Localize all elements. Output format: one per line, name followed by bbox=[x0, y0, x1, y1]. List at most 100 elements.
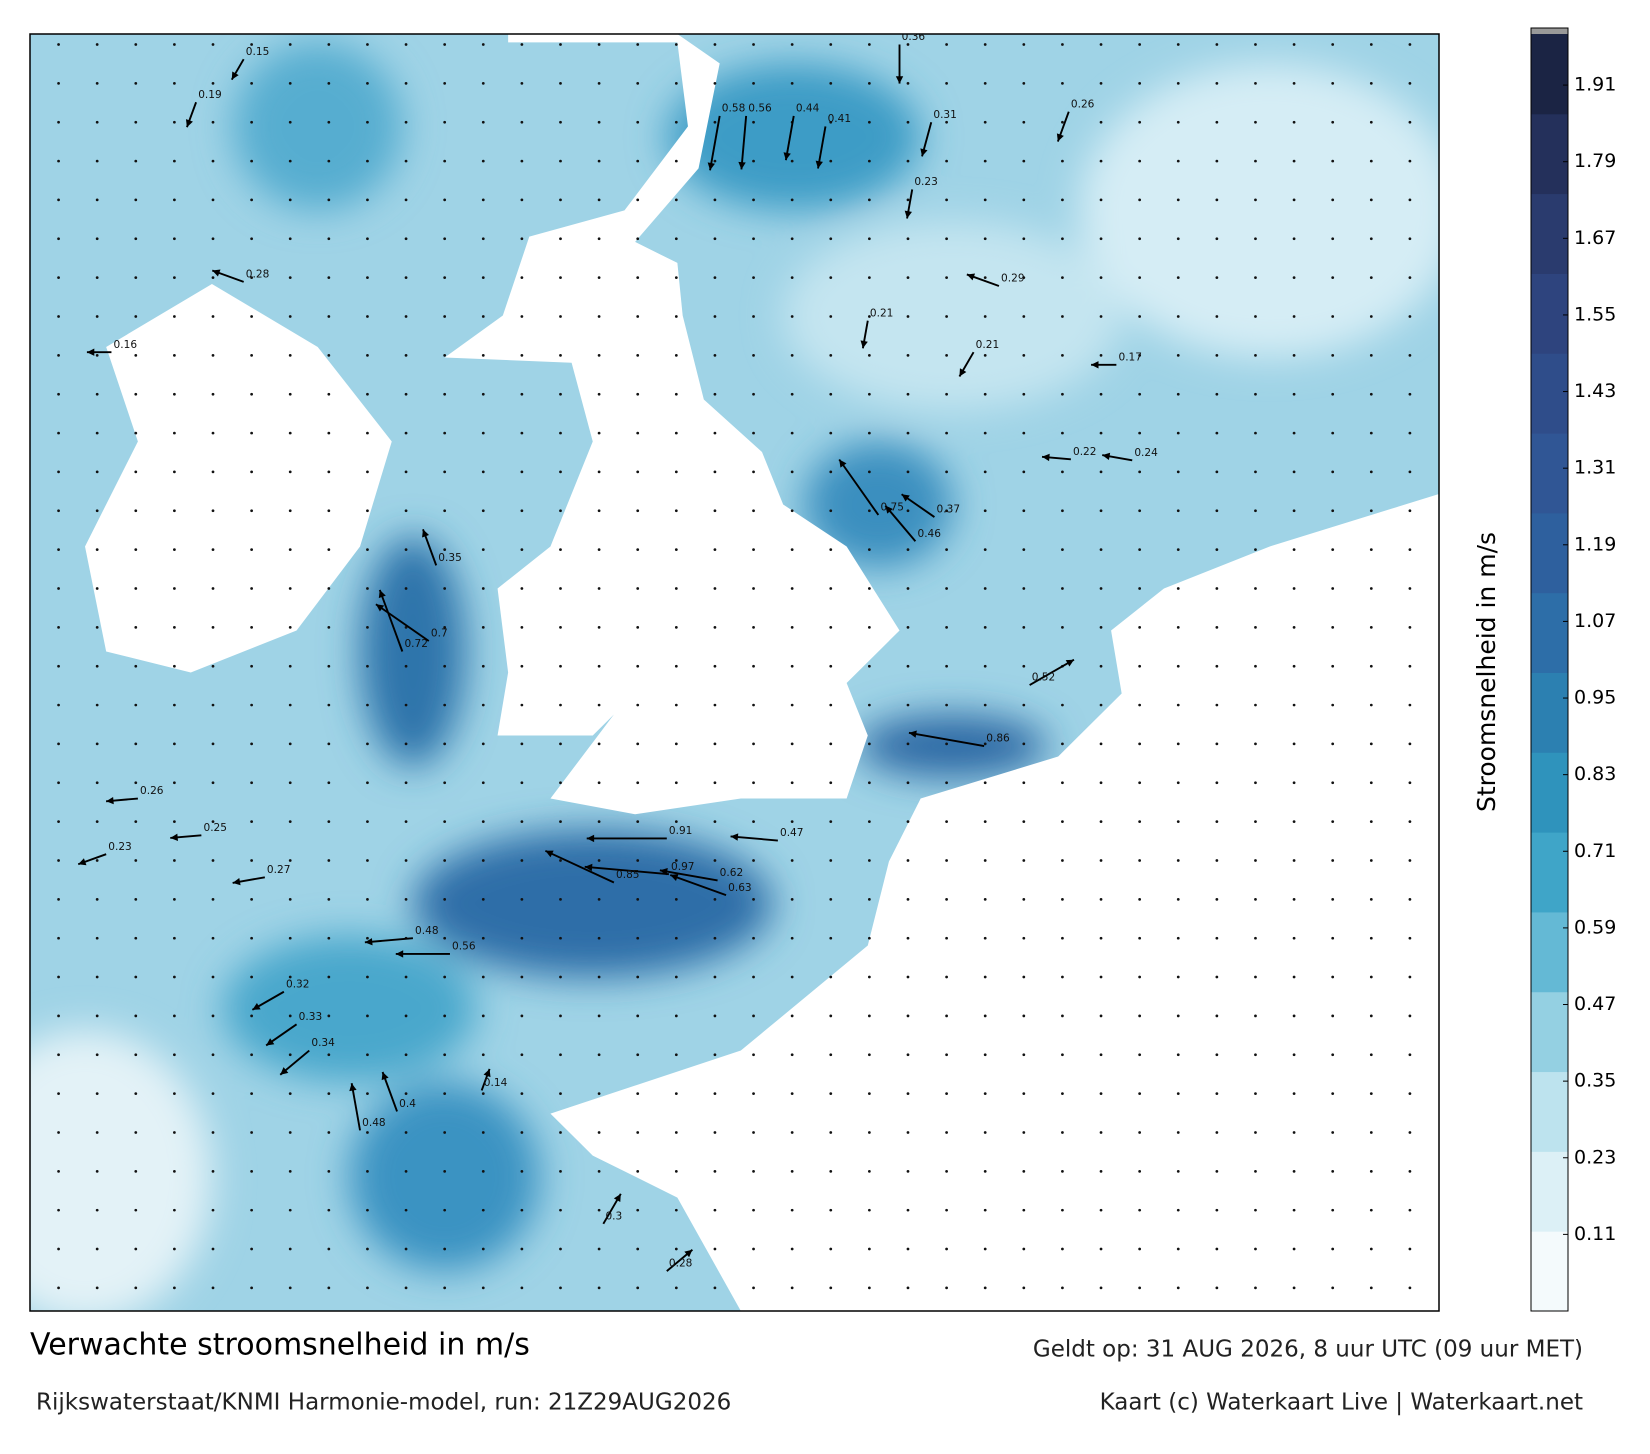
grid-dot bbox=[829, 159, 833, 163]
grid-dot bbox=[559, 198, 562, 202]
grid-dot bbox=[674, 742, 678, 746]
grid-dot bbox=[1292, 81, 1296, 85]
grid-dot bbox=[366, 1208, 369, 1212]
grid-dot bbox=[1022, 1131, 1026, 1134]
grid-dot bbox=[134, 470, 138, 474]
grid-dot bbox=[520, 159, 524, 163]
grid-dot bbox=[597, 975, 601, 979]
grid-dot bbox=[636, 936, 640, 940]
colorbar-band bbox=[1531, 512, 1568, 594]
colorbar-band bbox=[1531, 991, 1568, 1073]
arrow-shaft bbox=[544, 849, 615, 884]
grid-dot bbox=[1138, 548, 1142, 551]
grid-dot bbox=[906, 742, 910, 746]
grid-dot bbox=[1254, 587, 1257, 590]
grid-dot bbox=[327, 548, 331, 551]
grid-dot bbox=[983, 625, 987, 629]
grid-dot bbox=[790, 548, 794, 551]
grid-dot bbox=[790, 625, 794, 629]
grid-dot bbox=[366, 975, 369, 979]
land bbox=[85, 34, 1439, 1311]
grid-dot bbox=[1176, 781, 1180, 785]
grid-dot bbox=[173, 1053, 176, 1057]
grid-dot bbox=[559, 276, 562, 280]
grid-dot bbox=[597, 120, 601, 124]
grid-dot bbox=[327, 81, 331, 85]
grid-dot bbox=[1061, 548, 1064, 551]
grid-dot bbox=[829, 703, 833, 707]
grid-dot bbox=[906, 1014, 910, 1018]
grid-dot bbox=[636, 625, 640, 629]
grid-dot bbox=[983, 353, 987, 357]
grid-dot bbox=[829, 1053, 833, 1057]
current-arrow bbox=[920, 121, 933, 157]
grid-dot bbox=[1215, 392, 1219, 396]
grid-dot bbox=[559, 1247, 562, 1251]
grid-dot bbox=[945, 198, 948, 202]
grid-dot bbox=[1138, 353, 1142, 357]
grid-dot bbox=[713, 936, 717, 940]
grid-dot bbox=[95, 392, 99, 396]
grid-dot bbox=[945, 237, 948, 241]
speed-label: 0.86 bbox=[986, 733, 1010, 745]
arrow-shaft bbox=[364, 937, 414, 944]
grid-dot bbox=[520, 353, 524, 357]
grid-dot bbox=[1022, 1092, 1026, 1095]
grid-dot bbox=[1138, 237, 1142, 241]
grid-dot bbox=[790, 1053, 794, 1057]
grid-dot bbox=[1408, 936, 1412, 940]
grid-dot bbox=[520, 1053, 524, 1057]
arrow-head bbox=[1042, 453, 1050, 462]
grid-dot bbox=[945, 664, 948, 668]
grid-dot bbox=[1138, 1208, 1142, 1212]
grid-dot bbox=[1254, 470, 1257, 474]
grid-dot bbox=[1176, 237, 1180, 241]
grid-dot bbox=[674, 159, 678, 163]
current-arrow bbox=[211, 269, 245, 283]
arrow-head bbox=[375, 604, 385, 612]
grid-dot bbox=[1408, 81, 1412, 85]
grid-dot bbox=[1331, 159, 1335, 163]
arrow-head bbox=[78, 858, 87, 866]
grid-dot bbox=[752, 859, 755, 862]
grid-dot bbox=[134, 1247, 138, 1251]
grid-dot bbox=[404, 781, 408, 785]
grid-dot bbox=[713, 237, 717, 241]
arrow-shaft bbox=[669, 874, 727, 897]
grid-dot bbox=[1061, 703, 1064, 707]
grid-dot bbox=[752, 198, 755, 202]
grid-dot bbox=[288, 781, 292, 785]
grid-dot bbox=[790, 353, 794, 357]
grid-dot bbox=[95, 1053, 99, 1057]
grid-dot bbox=[674, 392, 678, 396]
grid-dot bbox=[443, 315, 447, 318]
grid-dot bbox=[327, 1014, 331, 1018]
arrow-shaft bbox=[584, 865, 669, 876]
grid-dot bbox=[57, 509, 60, 513]
grid-dot bbox=[713, 587, 717, 590]
grid-dot bbox=[713, 43, 717, 46]
grid-dot bbox=[288, 1092, 292, 1095]
arrow-head bbox=[783, 152, 791, 161]
grid-dot bbox=[250, 43, 253, 46]
grid-dot bbox=[1331, 509, 1335, 513]
grid-dot bbox=[945, 1169, 948, 1173]
grid-dot bbox=[250, 120, 253, 124]
grid-dot bbox=[790, 81, 794, 85]
speed-label: 0.33 bbox=[299, 1011, 323, 1023]
grid-dot bbox=[443, 820, 447, 823]
grid-dot bbox=[250, 1247, 253, 1251]
map-frame bbox=[29, 33, 1440, 1312]
grid-dot bbox=[1331, 936, 1335, 940]
grid-dot bbox=[250, 81, 253, 85]
grid-dot bbox=[829, 120, 833, 124]
grid-dot bbox=[1099, 625, 1103, 629]
grid-dot bbox=[559, 392, 562, 396]
grid-dot bbox=[443, 392, 447, 396]
grid-dot bbox=[906, 1208, 910, 1212]
grid-dot bbox=[134, 1131, 138, 1134]
grid-dot bbox=[288, 392, 292, 396]
grid-dot bbox=[597, 431, 601, 435]
grid-dot bbox=[1138, 781, 1142, 785]
grid-dot bbox=[1138, 1131, 1142, 1134]
